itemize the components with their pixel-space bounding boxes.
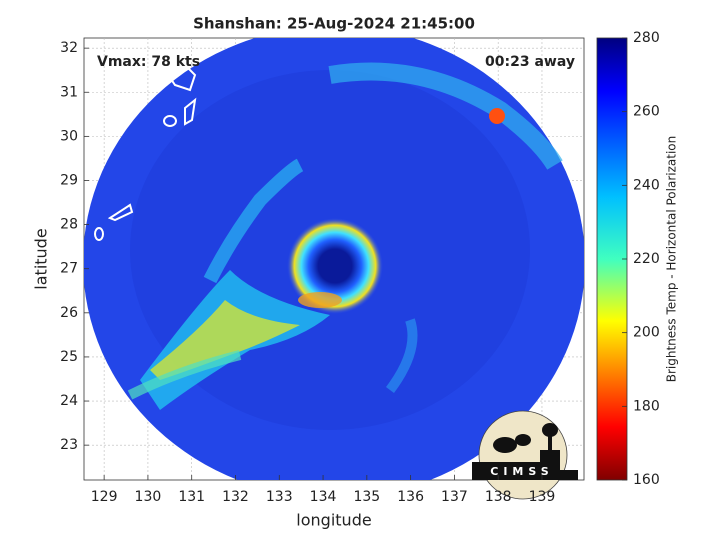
x-tick-label: 139	[529, 489, 556, 505]
y-tick-label: 27	[60, 261, 78, 277]
colorbar-tick-label: 240	[633, 177, 660, 193]
satellite-image	[84, 38, 584, 480]
y-tick-label: 23	[60, 437, 78, 453]
colorbar-label: Brightness Temp - Horizontal Polarizatio…	[665, 136, 679, 383]
y-tick-label: 30	[60, 128, 78, 144]
y-axis-label: latitude	[32, 228, 51, 289]
colorbar-tick-label: 220	[633, 251, 660, 267]
x-tick-label: 134	[310, 489, 337, 505]
x-tick-label: 131	[178, 489, 205, 505]
x-tick-label: 132	[222, 489, 249, 505]
colorbar-tick-label: 180	[633, 398, 660, 414]
annotation: 00:23 away	[485, 54, 575, 70]
y-tick-label: 25	[60, 349, 78, 365]
chart-title: Shanshan: 25-Aug-2024 21:45:00	[193, 15, 475, 33]
y-tick-label: 24	[60, 393, 78, 409]
x-tick-label: 130	[135, 489, 162, 505]
x-tick-label: 135	[353, 489, 380, 505]
logo: CIMSS	[472, 410, 578, 500]
y-tick-label: 28	[60, 217, 78, 233]
logo-text: CIMSS	[490, 465, 553, 478]
colorbar-tick-label: 260	[633, 104, 660, 120]
colorbar-tick-label: 160	[633, 472, 660, 488]
y-tick-label: 26	[60, 305, 78, 321]
y-tick-label: 29	[60, 172, 78, 188]
x-tick-label: 138	[485, 489, 512, 505]
y-tick-label: 32	[60, 40, 78, 56]
colorbar-tick-label: 280	[633, 30, 660, 46]
x-tick-label: 136	[397, 489, 424, 505]
annotation: Vmax: 78 kts	[97, 54, 200, 70]
x-tick-label: 137	[441, 489, 468, 505]
x-tick-label: 133	[266, 489, 293, 505]
x-tick-label: 129	[91, 489, 118, 505]
y-tick-label: 31	[60, 84, 78, 100]
colorbar-tick-label: 200	[633, 325, 660, 341]
x-axis-label: longitude	[296, 511, 371, 530]
coastline	[94, 39, 197, 241]
